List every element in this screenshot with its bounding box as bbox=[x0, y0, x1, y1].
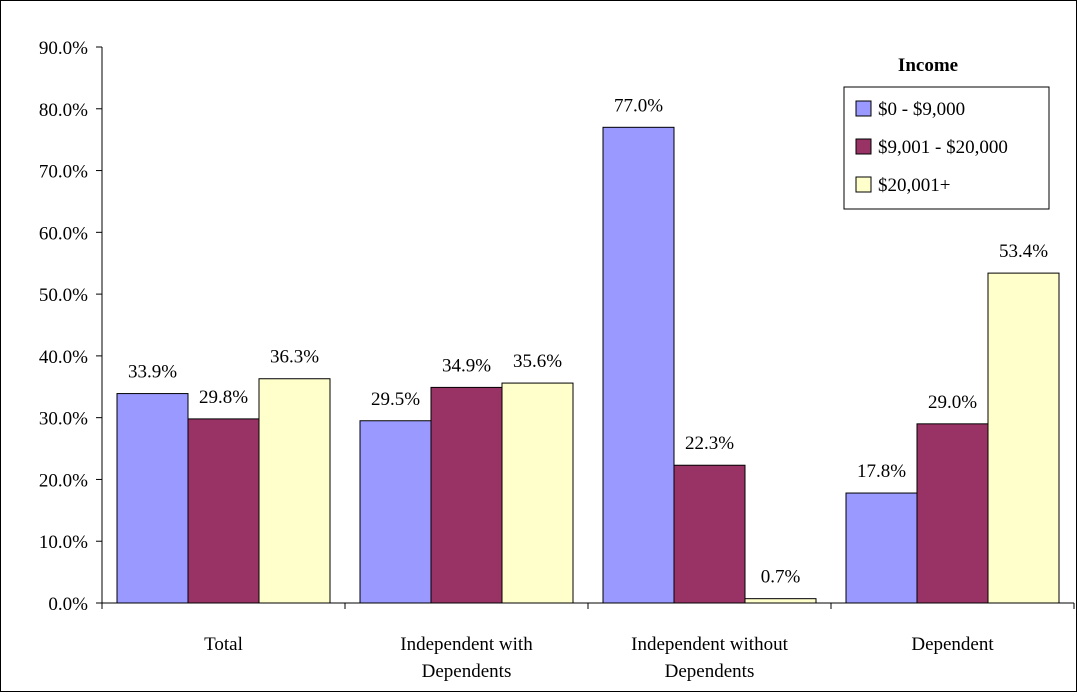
legend-swatch bbox=[855, 138, 872, 155]
legend: Income $0 - $9,000 $9,001 - $20,000 $20,001… bbox=[843, 55, 1050, 210]
legend-box bbox=[843, 86, 1050, 210]
bar bbox=[916, 423, 989, 604]
data-labels: 33.9% 29.5% 77.0% 17.8% 29.8% 34.9% 22.3% 29.0%… bbox=[128, 95, 1048, 587]
axes: 0.0% 10.0% 20.0% 30.0% 40.0% 50.0% 60.0% 70.0% 8… bbox=[39, 38, 1075, 682]
data-label: 33.9% bbox=[128, 362, 177, 383]
y-tick-label: 60.0% bbox=[39, 223, 88, 244]
bar bbox=[501, 382, 574, 604]
bar bbox=[430, 386, 503, 604]
legend-label: $20,001+ bbox=[878, 175, 950, 196]
y-tick-label: 90.0% bbox=[39, 38, 88, 59]
legend-swatch bbox=[855, 100, 872, 117]
x-category-label: Independent with bbox=[400, 634, 533, 655]
y-tick-label: 0.0% bbox=[48, 594, 88, 615]
y-tick-label: 80.0% bbox=[39, 100, 88, 121]
data-label: 36.3% bbox=[270, 347, 319, 368]
data-label: 0.7% bbox=[761, 567, 801, 588]
bars bbox=[116, 126, 1060, 604]
bar bbox=[187, 418, 260, 604]
y-tick-label: 10.0% bbox=[39, 532, 88, 553]
bar bbox=[602, 126, 675, 604]
data-label: 29.0% bbox=[928, 392, 977, 413]
bar bbox=[258, 378, 331, 604]
y-tick-label: 50.0% bbox=[39, 285, 88, 306]
bar bbox=[359, 420, 432, 604]
data-label: 22.3% bbox=[685, 433, 734, 454]
data-label: 53.4% bbox=[999, 241, 1048, 262]
data-label: 17.8% bbox=[857, 461, 906, 482]
bar bbox=[987, 272, 1060, 604]
data-label: 29.8% bbox=[199, 387, 248, 408]
data-label: 34.9% bbox=[442, 355, 491, 376]
bar bbox=[845, 492, 918, 604]
legend-label: $9,001 - $20,000 bbox=[878, 137, 1008, 158]
x-category-label: Dependents bbox=[665, 661, 755, 682]
y-tick-label: 40.0% bbox=[39, 347, 88, 368]
bar bbox=[744, 598, 817, 604]
x-category-label: Independent without bbox=[631, 634, 788, 655]
x-category-label: Total bbox=[204, 634, 243, 655]
legend-label: $0 - $9,000 bbox=[878, 99, 965, 120]
data-label: 35.6% bbox=[513, 351, 562, 372]
legend-title: Income bbox=[898, 55, 958, 76]
data-label: 29.5% bbox=[371, 389, 420, 410]
y-tick-label: 20.0% bbox=[39, 470, 88, 491]
data-label: 77.0% bbox=[614, 95, 663, 116]
legend-swatch bbox=[855, 176, 872, 193]
y-tick-label: 70.0% bbox=[39, 162, 88, 183]
bar bbox=[673, 464, 746, 604]
y-tick-label: 30.0% bbox=[39, 409, 88, 430]
x-category-label: Dependent bbox=[911, 634, 994, 655]
bar bbox=[116, 393, 189, 604]
x-category-label: Dependents bbox=[422, 661, 512, 682]
